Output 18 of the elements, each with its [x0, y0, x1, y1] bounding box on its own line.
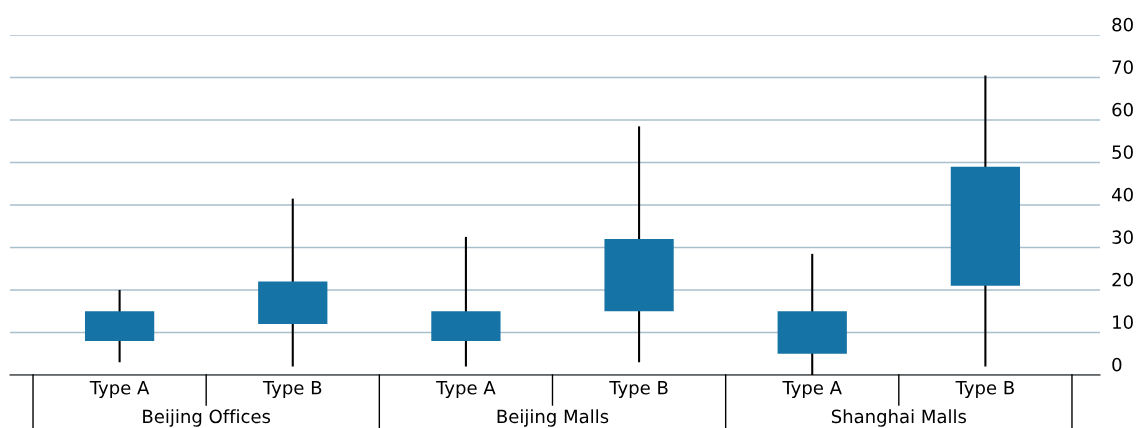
- y-tick-label: 60: [1112, 102, 1133, 117]
- y-tick-label: 50: [1112, 145, 1133, 159]
- y-tick-label: 0: [1112, 357, 1122, 372]
- y-tick-label: 70: [1112, 60, 1133, 74]
- x-tick-label: Type A: [782, 381, 842, 399]
- text: Beijing Offices: [143, 409, 271, 427]
- y-tick-label: 80: [1112, 17, 1133, 32]
- x-tick-label: Type B: [955, 381, 1014, 399]
- x-tick-label: Type A: [436, 381, 496, 399]
- y-tick-label: 20: [1112, 272, 1133, 287]
- x-tick-label: Type A: [89, 381, 150, 399]
- x-tick-label: Type B: [609, 381, 668, 399]
- y-tick-label: 40: [1111, 187, 1133, 202]
- x-tick-label: Type B: [262, 381, 322, 399]
- text: Shanghai Malls: [831, 409, 967, 427]
- y-tick-label: 10: [1113, 315, 1133, 329]
- y-tick-label: 30: [1112, 230, 1133, 244]
- text: Beijing Malls: [497, 409, 609, 427]
